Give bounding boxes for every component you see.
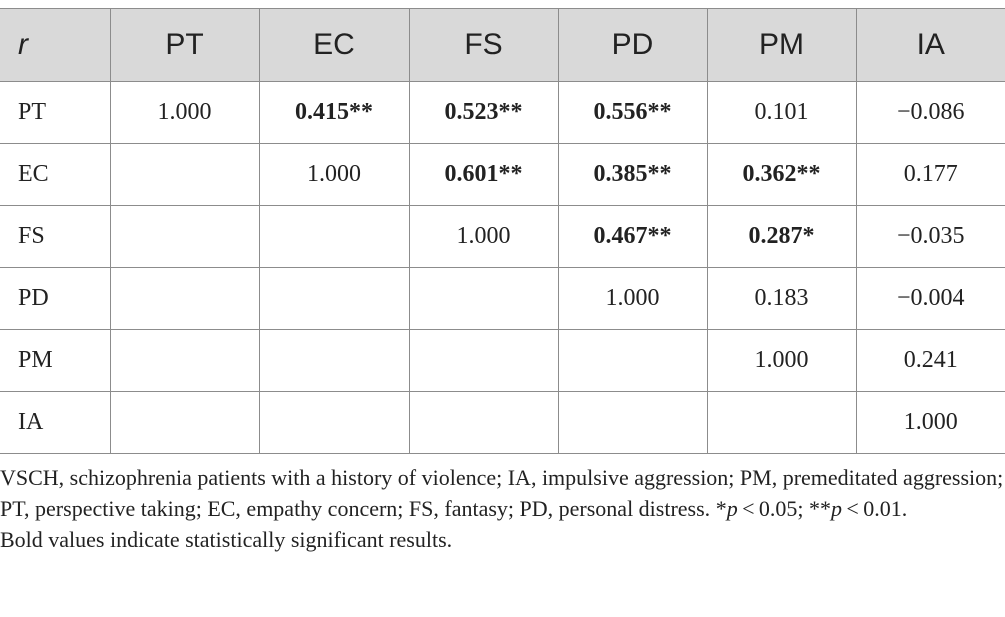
row-label: IA [0,391,110,454]
row-label: PT [0,81,110,144]
table-cell: 0.415** [258,81,409,144]
table-cell [557,391,707,454]
table-cell: 0.183 [706,267,856,330]
correlation-table: r PT EC FS PD PM IA PT 1.000 0.415** 0.523*… [0,8,1005,454]
table-row: PT 1.000 0.415** 0.523** 0.556** 0.101 −0.086 [0,81,1005,144]
table-cell [258,329,409,392]
row-label: EC [0,143,110,206]
table-header-row: r PT EC FS PD PM IA [0,8,1005,82]
abbreviation-note: VSCH, schizophrenia patients with a hist… [0,462,1005,524]
row-label: PD [0,267,110,330]
header-cell: PM [706,8,856,82]
table-cell [258,205,409,268]
header-cell: EC [258,8,409,82]
table-cell: 1.000 [109,81,259,144]
table-cell [109,329,259,392]
abbreviation-text: VSCH, schizophrenia patients with a hist… [0,465,1004,521]
table-cell [408,391,558,454]
table-cell: −0.004 [855,267,1005,330]
header-cell: PT [109,8,259,82]
p-symbol: p [831,496,843,521]
table-row: PD 1.000 0.183 −0.004 [0,267,1005,330]
significance-threshold-1: < 0.05; ** [737,496,832,521]
table-cell: 0.467** [557,205,707,268]
table-cell [706,391,856,454]
table-cell [258,391,409,454]
table-row: PM 1.000 0.241 [0,329,1005,392]
table-cell [408,329,558,392]
table-cell: −0.035 [855,205,1005,268]
table-cell: 0.523** [408,81,558,144]
table-cell: 0.601** [408,143,558,206]
table-cell: 0.385** [557,143,707,206]
table-footnotes: VSCH, schizophrenia patients with a hist… [0,462,1005,555]
table-cell: 1.000 [408,205,558,268]
table-cell [109,143,259,206]
table-cell [258,267,409,330]
table-cell: 0.241 [855,329,1005,392]
table-cell: −0.086 [855,81,1005,144]
row-label: FS [0,205,110,268]
table-cell [408,267,558,330]
bold-values-note: Bold values indicate statistically signi… [0,527,453,552]
row-label: PM [0,329,110,392]
significance-threshold-2: < 0.01. [842,496,908,521]
header-cell: FS [408,8,558,82]
table-cell: 1.000 [706,329,856,392]
header-cell: r [0,8,110,82]
table-cell: 1.000 [855,391,1005,454]
significance-star-1: * [710,496,727,521]
table-cell [557,329,707,392]
table-row: IA 1.000 [0,391,1005,454]
table-cell: 1.000 [258,143,409,206]
table-cell [109,267,259,330]
table-cell: 1.000 [557,267,707,330]
header-cell: PD [557,8,707,82]
table-cell: 0.287* [706,205,856,268]
table-cell: 0.362** [706,143,856,206]
table-cell: 0.556** [557,81,707,144]
table-row: EC 1.000 0.601** 0.385** 0.362** 0.177 [0,143,1005,206]
table-row: FS 1.000 0.467** 0.287* −0.035 [0,205,1005,268]
table-body: PT 1.000 0.415** 0.523** 0.556** 0.101 −0.086 E… [0,81,1005,454]
header-cell: IA [855,8,1005,82]
table-cell [109,391,259,454]
table-cell: 0.177 [855,143,1005,206]
table-cell: 0.101 [706,81,856,144]
table-cell [109,205,259,268]
p-symbol: p [726,496,738,521]
